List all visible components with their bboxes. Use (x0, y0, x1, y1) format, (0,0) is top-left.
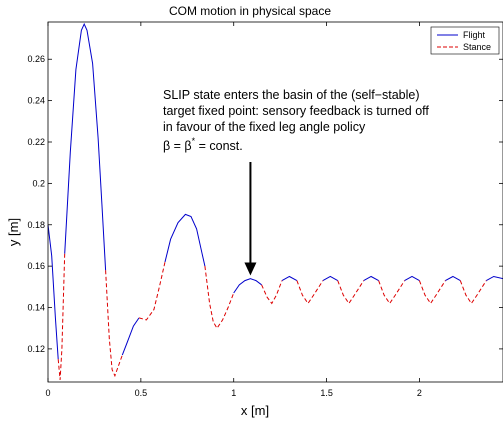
y-tick-label-1: 0.14 (27, 303, 45, 313)
y-tick-label-5: 0.22 (27, 137, 45, 147)
legend: Flight Stance (430, 26, 500, 55)
series-flight-segment-9 (445, 275, 461, 282)
series-flight-segment-10 (486, 275, 503, 282)
series-flight-segment-3 (164, 213, 206, 267)
x-tick-label-1: 0.5 (135, 388, 148, 398)
series-stance-segment-9 (459, 280, 487, 305)
series-flight-segment-2 (121, 317, 140, 356)
x-axis: 0 0.5 1 1.5 2 (45, 22, 422, 398)
annotation-arrow-head (244, 262, 257, 276)
series-stance-segment-2 (138, 261, 166, 321)
annotation-formula: β = β* = const. (163, 136, 243, 153)
series-flight-segment-7 (363, 275, 379, 282)
legend-box (430, 26, 500, 55)
series-stance-segment-0 (57, 253, 66, 380)
x-tick-label-2: 1 (231, 388, 236, 398)
y-axis: 0.12 0.14 0.16 0.18 0.2 0.22 0.24 0.26 (27, 54, 503, 354)
annotation-line-1: SLIP state enters the basin of the (self… (163, 88, 420, 102)
y-tick-label-3: 0.18 (27, 220, 45, 230)
y-tick-label-6: 0.24 (27, 96, 45, 106)
y-axis-label: y [m] (6, 218, 21, 246)
series-stance-segment-7 (378, 280, 406, 305)
series-flight-segment-8 (404, 275, 420, 282)
series-stance-segment-3 (204, 266, 235, 330)
series-stance-segment-6 (337, 280, 365, 305)
x-tick-label-4: 2 (417, 388, 422, 398)
series-flight-segment-1 (64, 22, 107, 271)
chart-title: COM motion in physical space (169, 4, 331, 18)
series-flight-segment-6 (322, 275, 338, 282)
series-stance-segment-1 (105, 270, 123, 378)
annotation: SLIP state enters the basin of the (self… (163, 88, 429, 276)
y-tick-label-7: 0.26 (27, 54, 45, 64)
x-axis-label: x [m] (241, 403, 269, 418)
y-tick-label-2: 0.16 (27, 261, 45, 271)
series-flight-segment-5 (281, 275, 298, 282)
y-tick-label-4: 0.2 (32, 178, 45, 188)
legend-label-stance: Stance (463, 42, 491, 52)
series-flight-segment-0 (47, 224, 59, 360)
y-tick-label-0: 0.12 (27, 344, 45, 354)
x-tick-label-0: 0 (45, 388, 50, 398)
series-flight-segment-4 (233, 278, 262, 294)
plot-lines (47, 22, 503, 380)
x-tick-label-3: 1.5 (320, 388, 333, 398)
series-stance-segment-8 (418, 280, 446, 305)
series-stance-segment-4 (261, 280, 283, 305)
annotation-line-2: target fixed point: sensory feedback is … (163, 104, 429, 118)
plot-frame (47, 21, 503, 383)
annotation-line-3: in favour of the fixed leg angle policy (163, 120, 366, 134)
legend-label-flight: Flight (463, 30, 486, 40)
series-stance-segment-5 (296, 280, 324, 305)
